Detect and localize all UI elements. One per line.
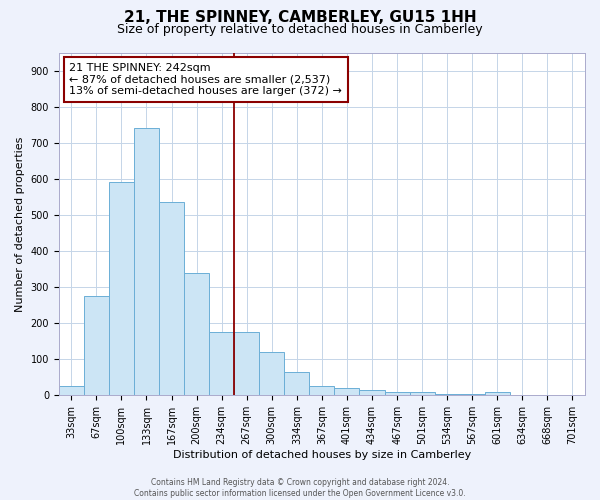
Y-axis label: Number of detached properties: Number of detached properties bbox=[15, 136, 25, 312]
Bar bbox=[59, 386, 84, 396]
Text: 21 THE SPINNEY: 242sqm
← 87% of detached houses are smaller (2,537)
13% of semi-: 21 THE SPINNEY: 242sqm ← 87% of detached… bbox=[70, 63, 342, 96]
Bar bbox=[334, 388, 359, 396]
Bar bbox=[259, 352, 284, 396]
Bar bbox=[385, 392, 410, 396]
Bar bbox=[410, 392, 434, 396]
Bar bbox=[134, 128, 159, 396]
Bar bbox=[460, 394, 485, 396]
Text: Contains HM Land Registry data © Crown copyright and database right 2024.
Contai: Contains HM Land Registry data © Crown c… bbox=[134, 478, 466, 498]
Bar bbox=[310, 386, 334, 396]
Bar bbox=[359, 390, 385, 396]
Text: 21, THE SPINNEY, CAMBERLEY, GU15 1HH: 21, THE SPINNEY, CAMBERLEY, GU15 1HH bbox=[124, 10, 476, 25]
X-axis label: Distribution of detached houses by size in Camberley: Distribution of detached houses by size … bbox=[173, 450, 471, 460]
Bar bbox=[109, 182, 134, 396]
Text: Size of property relative to detached houses in Camberley: Size of property relative to detached ho… bbox=[117, 22, 483, 36]
Bar bbox=[84, 296, 109, 396]
Bar bbox=[284, 372, 310, 396]
Bar bbox=[434, 394, 460, 396]
Bar bbox=[209, 332, 234, 396]
Bar bbox=[485, 392, 510, 396]
Bar bbox=[159, 202, 184, 396]
Bar bbox=[234, 332, 259, 396]
Bar bbox=[510, 394, 535, 396]
Bar bbox=[184, 272, 209, 396]
